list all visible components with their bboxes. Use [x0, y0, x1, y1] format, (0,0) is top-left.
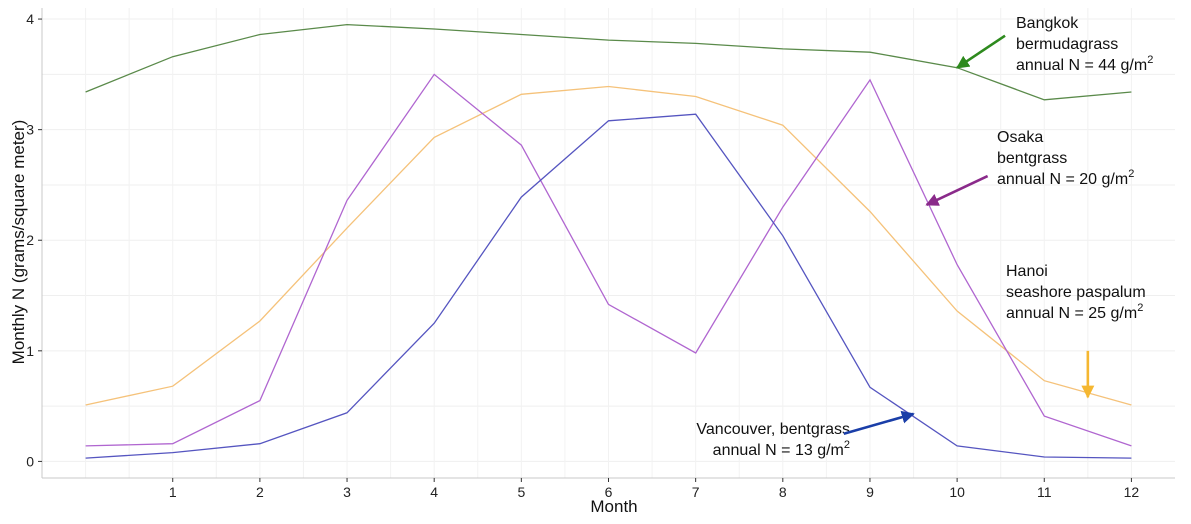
annotation-superscript: 2 [1137, 302, 1143, 314]
y-tick-label: 4 [26, 11, 34, 27]
annotation-text: seashore paspalum [1006, 284, 1146, 301]
x-tick-label: 2 [256, 484, 264, 500]
x-tick-label: 6 [605, 484, 613, 500]
x-tick-label: 3 [343, 484, 351, 500]
x-axis-title: Month [590, 497, 637, 516]
gridlines [42, 8, 1175, 478]
annotation-superscript: 2 [1128, 168, 1134, 180]
x-tick-label: 5 [517, 484, 525, 500]
annotation-text: annual N = 25 g/m2 [1006, 302, 1143, 322]
annotation-arrow-osaka [925, 174, 989, 207]
annotation-text: Osaka [997, 129, 1043, 146]
annotation-text: bentgrass [997, 150, 1067, 167]
annotation-superscript: 2 [844, 439, 850, 451]
annotation-text: annual N = 44 g/m2 [1016, 54, 1153, 74]
annotation-text: annual N = 20 g/m2 [997, 168, 1134, 188]
x-tick-label: 4 [430, 484, 438, 500]
annotation-text: Vancouver, bentgrass [696, 421, 850, 438]
series-line-osaka [85, 73, 1132, 447]
x-tick-label: 11 [1037, 484, 1052, 500]
y-tick-label: 1 [26, 343, 34, 359]
annotation-arrow-bangkok [956, 34, 1006, 69]
x-tick-label: 8 [779, 484, 787, 500]
x-tick-label: 12 [1124, 484, 1140, 500]
x-tick-label: 1 [169, 484, 177, 500]
annotation-text: annual N = 13 g/m2 [713, 439, 850, 459]
series-line-hanoi [85, 85, 1132, 406]
series-line-vancouver [85, 113, 1132, 459]
annotation-superscript: 2 [1147, 54, 1153, 66]
x-tick-label: 10 [949, 484, 965, 500]
x-tick-label: 9 [866, 484, 874, 500]
x-tick-label: 7 [692, 484, 700, 500]
annotation-text: Bangkok [1016, 15, 1079, 32]
annotation-text: Hanoi [1006, 263, 1048, 280]
annotation-arrow-vancouver [843, 410, 915, 436]
y-tick-label: 0 [26, 453, 34, 469]
annotation-text: bermudagrass [1016, 36, 1118, 53]
y-tick-label: 2 [26, 232, 34, 248]
y-axis-title: Monthly N (grams/square meter) [9, 120, 28, 365]
y-tick-label: 3 [26, 122, 34, 138]
